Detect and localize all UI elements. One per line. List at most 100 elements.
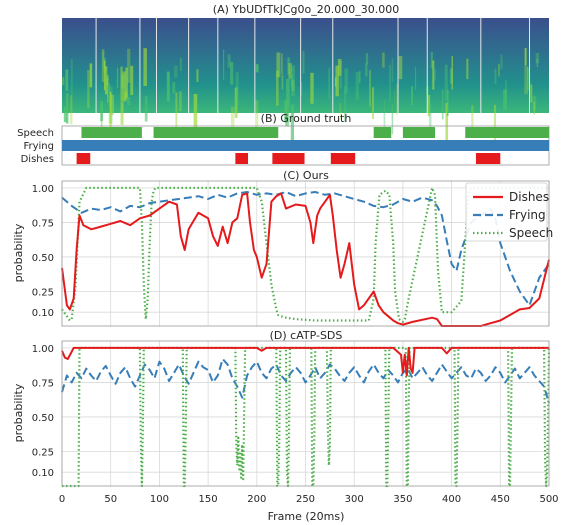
series-line-dishes	[61, 346, 549, 377]
spectrogram-streak	[355, 72, 359, 100]
spectrogram-background	[62, 18, 549, 113]
spectrogram-streak	[382, 52, 385, 68]
ground-truth-row-label: Speech	[17, 128, 54, 139]
x-axis-label: Frame (20ms)	[268, 510, 345, 523]
x-tick-label: 500	[539, 494, 558, 505]
panel-c-ylabel: probability	[12, 223, 25, 282]
panel-c-title: (C) Ours	[283, 169, 329, 182]
panel-b-title: (B) Ground truth	[261, 112, 352, 125]
spectrogram-streak	[427, 94, 431, 117]
panel-c-frame	[61, 180, 550, 327]
spectrogram-streak	[285, 106, 289, 127]
panel-a-title: (A) YbUDfTkJCg0o_20.000_30.000	[213, 3, 399, 16]
spectrogram-streak	[415, 67, 417, 91]
spectrogram-streak	[372, 87, 374, 119]
spectrogram-streak	[503, 89, 507, 110]
ground-truth-segment-speech	[373, 127, 392, 138]
ground-truth-segment-speech	[81, 127, 142, 138]
spectrogram-streak	[276, 52, 281, 78]
spectrogram-streak	[89, 63, 93, 88]
spectrogram-streak	[100, 100, 104, 122]
spectrogram-streak	[288, 63, 292, 79]
spectrogram-streak	[87, 70, 90, 108]
ground-truth-segment-dishes	[76, 153, 91, 164]
spectrogram-streak	[290, 74, 293, 87]
spectrogram-streak	[286, 99, 288, 123]
spectrogram-streak	[120, 101, 124, 125]
ground-truth-segment-speech	[153, 127, 279, 138]
spectrogram-streak	[230, 61, 234, 85]
spectrogram-streak	[255, 100, 259, 130]
y-tick-label: 0.50	[32, 413, 54, 424]
panel-c-plot: 0.10 0.25 0.50 0.75 1.00 probability Dishes F…	[12, 180, 553, 327]
spectrogram-streak	[104, 66, 108, 95]
ground-truth-panel: Speech Frying Dishes	[17, 125, 550, 166]
spectrogram-streak	[122, 71, 126, 102]
panel-d-plot: 0.10 0.25 0.50 0.75 1.00 probability	[12, 340, 551, 488]
legend-label-speech: Speech	[509, 226, 553, 240]
y-tick-label: 0.75	[32, 378, 54, 389]
spectrogram-streak	[63, 106, 67, 123]
x-tick-label: 350	[393, 494, 412, 505]
x-tick-label: 250	[296, 494, 315, 505]
x-tick-label: 200	[247, 494, 266, 505]
ground-truth-segment-speech	[465, 127, 549, 138]
legend-label-frying: Frying	[509, 208, 546, 222]
spectrogram-streak	[193, 93, 198, 132]
spectrogram-streak	[281, 74, 284, 90]
spectrogram-streak	[66, 93, 69, 124]
x-tick-label: 450	[491, 494, 510, 505]
spectrogram-streak	[430, 52, 433, 69]
spectrogram-streak	[108, 83, 111, 107]
spectrogram-streak	[130, 65, 134, 96]
spectrogram-streak	[339, 102, 341, 121]
spectrogram-streak	[344, 68, 348, 94]
spectrogram-streak	[433, 69, 436, 81]
spectrogram-streak	[310, 72, 314, 104]
spectrogram-streak	[286, 78, 290, 108]
spectrogram-streak	[120, 66, 123, 102]
spectrogram-streak	[166, 71, 170, 102]
x-tick-label: 150	[199, 494, 218, 505]
series-line-speech	[61, 186, 549, 323]
spectrogram-streak	[116, 67, 119, 89]
x-tick-label: 50	[104, 494, 117, 505]
ground-truth-row-label: Frying	[23, 141, 54, 152]
spectrogram-streak	[391, 103, 394, 135]
spectrogram-streak	[127, 48, 131, 83]
spectrogram-streak	[335, 65, 339, 97]
spectrogram-streak	[398, 56, 403, 80]
spectrogram-streak	[144, 95, 148, 122]
spectrogram-streak	[290, 104, 295, 141]
spectrogram-streak	[411, 86, 413, 106]
spectrogram-streak	[227, 54, 231, 68]
spectrogram-streak	[500, 54, 503, 69]
y-tick-label: 0.10	[32, 308, 54, 319]
spectrogram-streak	[429, 103, 432, 138]
spectrogram-streak	[234, 87, 238, 119]
spectrogram-streak	[432, 60, 435, 90]
spectrogram-streak	[102, 52, 104, 70]
spectrogram-streak	[65, 69, 69, 91]
spectrogram-streak	[276, 70, 279, 106]
spectrogram-streak	[125, 67, 128, 99]
x-tick-label: 400	[442, 494, 461, 505]
x-tick-label: 300	[345, 494, 364, 505]
spectrogram-streak	[524, 66, 528, 95]
panel-d-title: (D) cATP-SDS	[270, 329, 343, 342]
y-tick-label: 0.10	[32, 468, 54, 479]
spectrogram-streak	[527, 67, 530, 91]
panel-d-ylabel: probability	[12, 383, 25, 442]
y-tick-label: 0.25	[32, 447, 54, 458]
spectrogram-streak	[446, 90, 449, 117]
spectrogram-streak	[393, 90, 395, 106]
spectrogram-streak	[70, 58, 73, 97]
legend-label-dishes: Dishes	[509, 190, 549, 204]
spectrogram-streak	[180, 57, 182, 72]
spectrogram-streak	[302, 51, 305, 74]
spectrogram-streak	[441, 89, 444, 120]
spectrogram-streak	[536, 58, 539, 68]
spectrogram-streak	[530, 84, 533, 103]
y-tick-label: 0.25	[32, 287, 54, 298]
